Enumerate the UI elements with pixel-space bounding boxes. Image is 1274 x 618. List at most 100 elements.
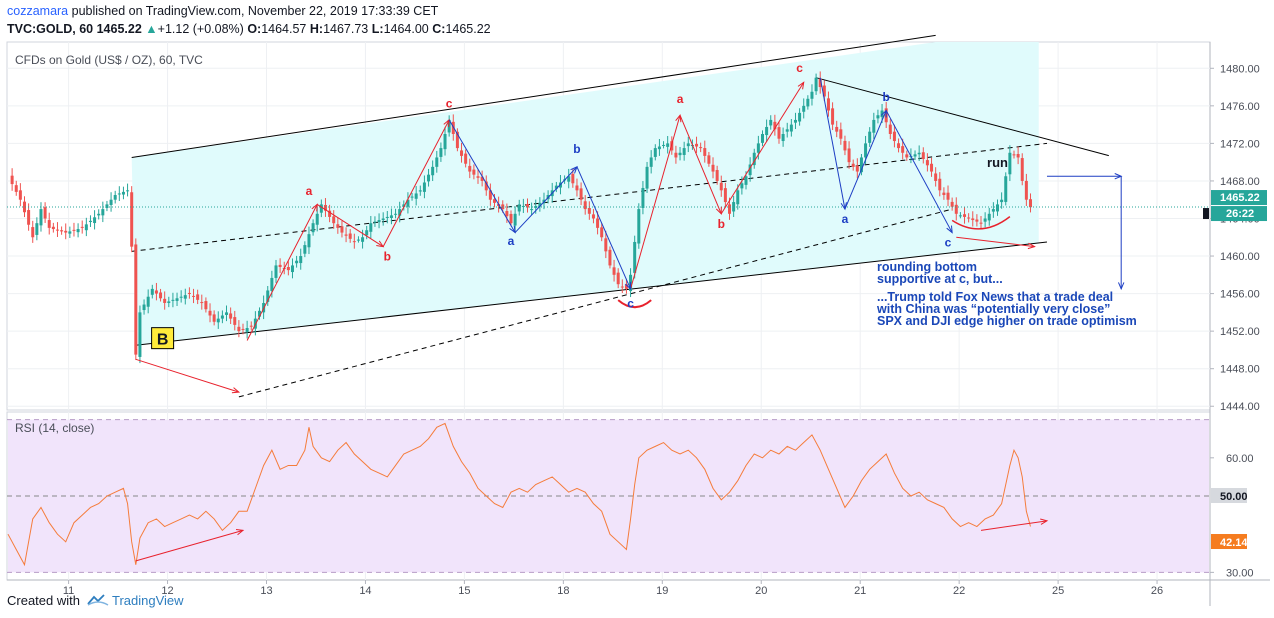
blue-wave-arrow-head bbox=[1118, 282, 1125, 291]
candle-body bbox=[55, 229, 59, 231]
candle-body bbox=[835, 126, 839, 132]
channel-upper-line bbox=[131, 34, 936, 158]
candle bbox=[55, 222, 59, 237]
candle-body bbox=[616, 272, 620, 285]
candle-body bbox=[901, 146, 905, 153]
candle bbox=[88, 215, 92, 227]
candle-body bbox=[315, 213, 319, 225]
candle bbox=[171, 292, 175, 308]
candle-body bbox=[266, 290, 270, 302]
candle-body bbox=[802, 105, 806, 112]
candle-body bbox=[814, 77, 818, 92]
candle-body bbox=[159, 292, 163, 299]
candle bbox=[579, 182, 583, 206]
candle bbox=[126, 183, 130, 197]
candle bbox=[340, 220, 344, 238]
candle-body bbox=[839, 129, 843, 139]
author-link[interactable]: cozzamara bbox=[7, 4, 69, 18]
candle bbox=[10, 168, 14, 191]
candle-body bbox=[336, 224, 340, 228]
candle-body bbox=[257, 310, 261, 317]
candle bbox=[187, 287, 191, 299]
countdown-badge bbox=[1211, 206, 1267, 222]
candle-body bbox=[719, 182, 723, 191]
candle-body bbox=[740, 183, 744, 189]
candle bbox=[427, 168, 431, 187]
candle bbox=[781, 127, 785, 147]
candle bbox=[987, 207, 991, 226]
candle-body bbox=[150, 288, 154, 295]
candle bbox=[183, 288, 187, 305]
candle bbox=[917, 145, 921, 161]
candle-body bbox=[662, 144, 666, 146]
candle bbox=[773, 114, 777, 136]
time-tick-label: 13 bbox=[260, 585, 272, 597]
tradingview-link[interactable]: TradingView bbox=[112, 593, 184, 608]
candle-body bbox=[340, 226, 344, 233]
candle-body bbox=[641, 187, 645, 208]
annotation-note: with China was “potentially very close” bbox=[876, 302, 1110, 316]
red-wave-arrow-shaft bbox=[382, 119, 450, 247]
candle bbox=[154, 282, 158, 301]
blue-wave-arrow bbox=[885, 110, 953, 234]
candle-body bbox=[369, 223, 373, 232]
candle bbox=[996, 199, 999, 216]
time-tick-label: 21 bbox=[854, 585, 866, 597]
candle bbox=[645, 161, 649, 193]
candle-body bbox=[472, 169, 476, 175]
candle-body bbox=[113, 195, 117, 200]
candle bbox=[612, 259, 616, 282]
candle bbox=[748, 157, 752, 182]
time-tick-label: 25 bbox=[1052, 585, 1064, 597]
candle bbox=[802, 98, 806, 119]
rsi-red-arrow bbox=[980, 518, 1049, 531]
wave-label-c: c bbox=[945, 236, 952, 250]
candle-body bbox=[464, 153, 468, 164]
candle-body bbox=[381, 218, 385, 221]
candle bbox=[868, 127, 872, 147]
candle-body bbox=[905, 154, 909, 158]
last-price-label: 1465.22 bbox=[1220, 192, 1260, 204]
candle bbox=[715, 165, 719, 185]
candle-body bbox=[439, 148, 443, 157]
candle-body bbox=[806, 98, 810, 107]
blue-wave-arrow-head bbox=[946, 225, 953, 234]
candle bbox=[946, 185, 950, 207]
candle bbox=[583, 195, 587, 215]
candle-body bbox=[963, 214, 967, 217]
candle bbox=[369, 215, 373, 239]
candle-body bbox=[406, 199, 410, 207]
candle-body bbox=[183, 295, 187, 299]
candle-body bbox=[93, 217, 97, 224]
candle bbox=[476, 169, 480, 184]
red-wave-arrow bbox=[135, 358, 241, 394]
candle bbox=[406, 192, 410, 214]
candle-body bbox=[121, 191, 125, 195]
blue-wave-arrow-shaft bbox=[576, 166, 632, 290]
candle-body bbox=[352, 241, 356, 243]
candle bbox=[64, 223, 68, 240]
candle bbox=[719, 175, 723, 197]
candle-body bbox=[278, 264, 282, 267]
rsi-mid-label: 50.00 bbox=[1220, 491, 1248, 503]
candle bbox=[839, 122, 843, 145]
candle-body bbox=[897, 143, 901, 149]
candle bbox=[930, 157, 934, 177]
candle bbox=[1004, 172, 1008, 206]
candle bbox=[967, 213, 971, 223]
time-tick-label: 12 bbox=[161, 585, 173, 597]
candle-body bbox=[554, 185, 558, 189]
candle bbox=[703, 140, 707, 163]
candle-body bbox=[1004, 176, 1008, 202]
candle-body bbox=[431, 166, 435, 176]
candle bbox=[18, 183, 22, 207]
candle-body bbox=[765, 126, 769, 136]
rsi-mid-badge bbox=[1211, 488, 1247, 503]
candle-body bbox=[917, 152, 921, 155]
candle-body bbox=[950, 201, 954, 207]
wave-label-b: b bbox=[718, 217, 725, 231]
candle bbox=[831, 102, 835, 131]
candle bbox=[257, 307, 261, 320]
candle bbox=[435, 150, 439, 173]
